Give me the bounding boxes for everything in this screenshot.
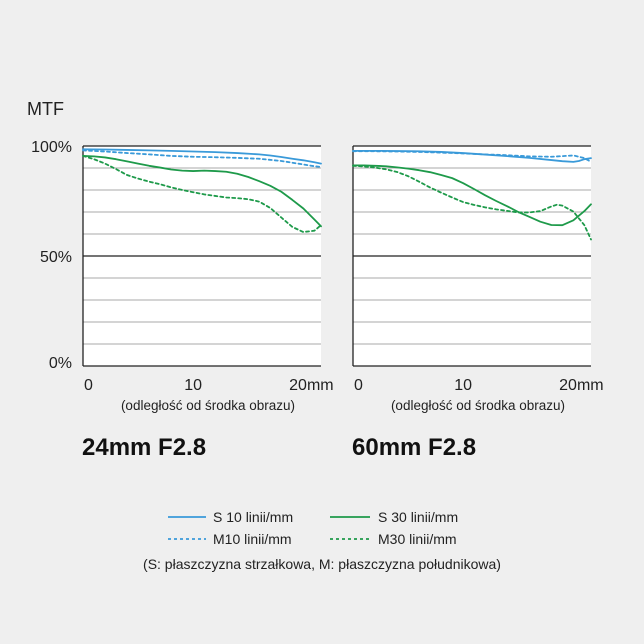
legend-label: S 30 linii/mm bbox=[378, 509, 458, 525]
x-tick-label: 10 bbox=[184, 377, 202, 394]
series-line bbox=[352, 164, 592, 241]
lens-title: 24mm F2.8 bbox=[82, 434, 206, 461]
series-line bbox=[82, 149, 322, 168]
legend-label: M30 linii/mm bbox=[378, 531, 457, 547]
x-tick-label: 10 bbox=[454, 377, 472, 394]
x-tick-label: 20mm bbox=[289, 377, 333, 394]
series-line bbox=[82, 155, 322, 233]
lens-title: 60mm F2.8 bbox=[352, 434, 476, 461]
series-line bbox=[352, 164, 592, 227]
y-tick-label: 100% bbox=[31, 139, 72, 156]
x-axis-caption: (odległość od środka obrazu) bbox=[121, 398, 295, 413]
series-line bbox=[352, 150, 592, 163]
y-tick-label: 50% bbox=[40, 249, 72, 266]
x-tick-label: 20mm bbox=[559, 377, 603, 394]
y-tick-label: 0% bbox=[49, 355, 72, 372]
x-tick-label: 0 bbox=[354, 377, 363, 394]
series-line bbox=[82, 148, 322, 165]
legend-label: S 10 linii/mm bbox=[213, 509, 293, 525]
x-axis-caption: (odległość od środka obrazu) bbox=[391, 398, 565, 413]
x-tick-label: 0 bbox=[84, 377, 93, 394]
y-axis-label: MTF bbox=[27, 99, 64, 119]
series-line bbox=[82, 155, 322, 228]
legend-note: (S: płaszczyzna strzałkowa, M: płaszczyz… bbox=[143, 556, 501, 572]
legend-label: M10 linii/mm bbox=[213, 531, 292, 547]
